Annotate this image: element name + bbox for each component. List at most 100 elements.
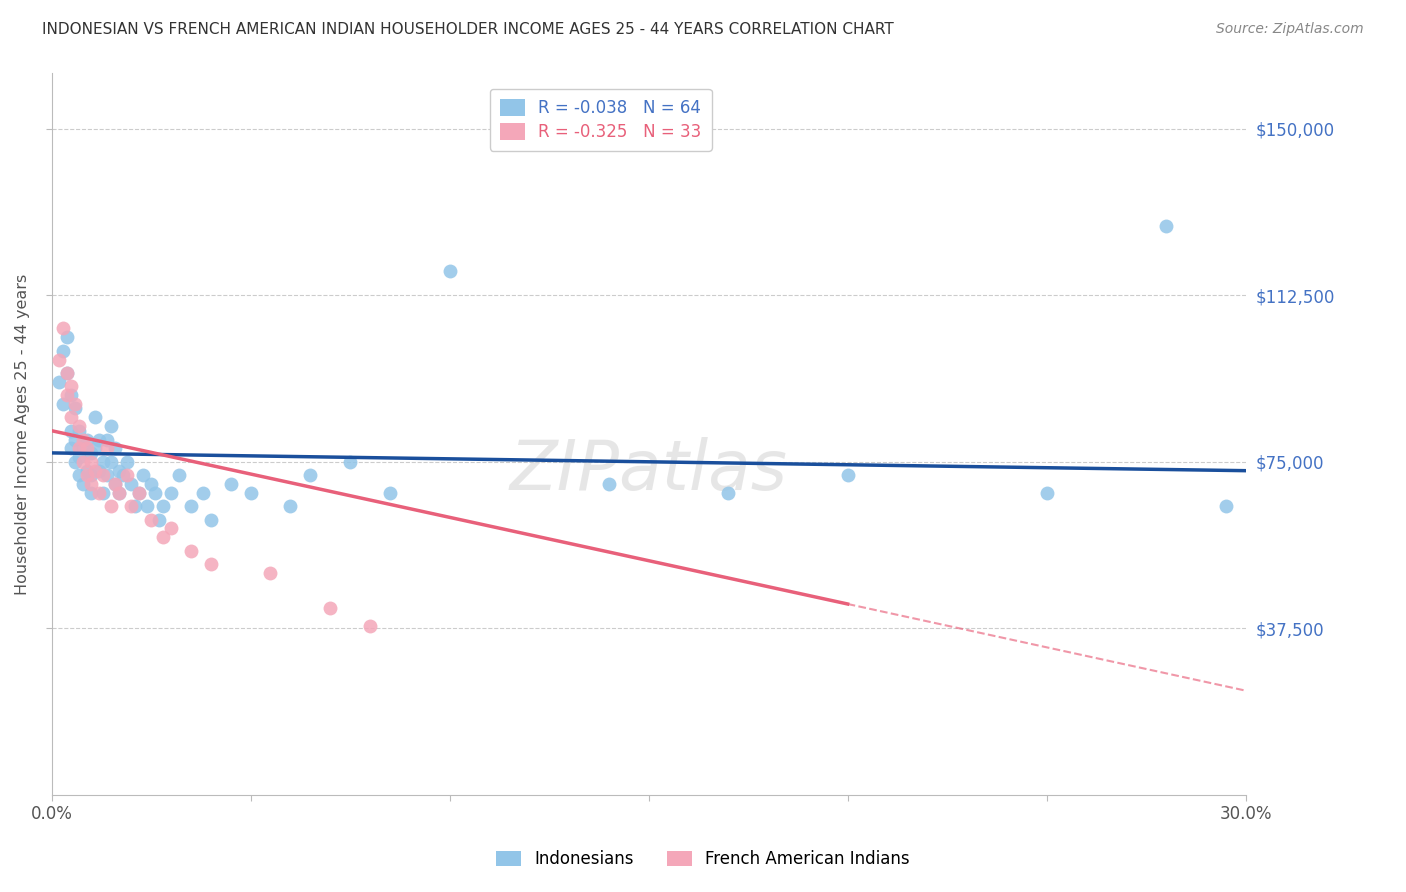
- Text: ZIPatlas: ZIPatlas: [509, 436, 787, 504]
- Point: [67, 468, 90, 483]
- Point: [100, 500, 122, 514]
- Legend: R = -0.038   N = 64, R = -0.325   N = 33: R = -0.038 N = 64, R = -0.325 N = 33: [491, 88, 711, 151]
- Point: [359, 619, 381, 633]
- Point: [56, 388, 79, 402]
- Point: [84, 410, 107, 425]
- Point: [180, 500, 202, 514]
- Point: [91, 455, 114, 469]
- Point: [67, 424, 90, 438]
- Point: [143, 486, 166, 500]
- Point: [80, 486, 103, 500]
- Point: [128, 486, 150, 500]
- Point: [160, 521, 183, 535]
- Point: [84, 442, 107, 456]
- Point: [96, 442, 118, 456]
- Point: [72, 455, 94, 469]
- Point: [80, 477, 103, 491]
- Point: [200, 512, 222, 526]
- Point: [67, 419, 90, 434]
- Point: [1154, 219, 1177, 234]
- Point: [200, 557, 222, 571]
- Point: [112, 468, 135, 483]
- Text: Source: ZipAtlas.com: Source: ZipAtlas.com: [1216, 22, 1364, 37]
- Point: [76, 433, 98, 447]
- Point: [1215, 500, 1237, 514]
- Point: [124, 500, 146, 514]
- Legend: Indonesians, French American Indians: Indonesians, French American Indians: [489, 844, 917, 875]
- Point: [219, 477, 242, 491]
- Point: [76, 464, 98, 478]
- Point: [339, 455, 361, 469]
- Point: [52, 343, 75, 358]
- Point: [104, 477, 127, 491]
- Point: [120, 477, 142, 491]
- Point: [48, 352, 70, 367]
- Point: [65, 401, 87, 416]
- Point: [837, 468, 859, 483]
- Point: [108, 486, 131, 500]
- Point: [115, 455, 138, 469]
- Point: [65, 455, 87, 469]
- Point: [56, 366, 79, 380]
- Point: [84, 464, 107, 478]
- Point: [280, 500, 302, 514]
- Point: [72, 433, 94, 447]
- Point: [65, 433, 87, 447]
- Point: [128, 486, 150, 500]
- Point: [89, 464, 111, 478]
- Point: [191, 486, 214, 500]
- Point: [60, 388, 83, 402]
- Point: [148, 512, 170, 526]
- Point: [167, 468, 190, 483]
- Point: [91, 486, 114, 500]
- Point: [80, 455, 103, 469]
- Point: [80, 446, 103, 460]
- Point: [76, 468, 98, 483]
- Point: [152, 500, 174, 514]
- Point: [160, 486, 183, 500]
- Point: [91, 468, 114, 483]
- Point: [104, 442, 127, 456]
- Point: [56, 330, 79, 344]
- Point: [717, 486, 740, 500]
- Point: [299, 468, 322, 483]
- Point: [96, 468, 118, 483]
- Text: INDONESIAN VS FRENCH AMERICAN INDIAN HOUSEHOLDER INCOME AGES 25 - 44 YEARS CORRE: INDONESIAN VS FRENCH AMERICAN INDIAN HOU…: [42, 22, 894, 37]
- Point: [56, 366, 79, 380]
- Point: [67, 442, 90, 456]
- Point: [60, 424, 83, 438]
- Point: [76, 442, 98, 456]
- Point: [60, 410, 83, 425]
- Point: [100, 455, 122, 469]
- Point: [115, 468, 138, 483]
- Point: [52, 321, 75, 335]
- Point: [259, 566, 281, 580]
- Point: [439, 263, 461, 277]
- Point: [120, 500, 142, 514]
- Point: [96, 433, 118, 447]
- Point: [108, 464, 131, 478]
- Point: [319, 601, 342, 615]
- Point: [65, 397, 87, 411]
- Point: [52, 397, 75, 411]
- Point: [378, 486, 401, 500]
- Point: [139, 477, 162, 491]
- Point: [152, 530, 174, 544]
- Point: [60, 379, 83, 393]
- Y-axis label: Householder Income Ages 25 - 44 years: Householder Income Ages 25 - 44 years: [15, 273, 30, 595]
- Point: [89, 433, 111, 447]
- Point: [136, 500, 159, 514]
- Point: [72, 477, 94, 491]
- Point: [180, 543, 202, 558]
- Point: [598, 477, 620, 491]
- Point: [72, 442, 94, 456]
- Point: [239, 486, 262, 500]
- Point: [139, 512, 162, 526]
- Point: [60, 442, 83, 456]
- Point: [132, 468, 155, 483]
- Point: [108, 486, 131, 500]
- Point: [80, 468, 103, 483]
- Point: [100, 419, 122, 434]
- Point: [104, 477, 127, 491]
- Point: [1035, 486, 1057, 500]
